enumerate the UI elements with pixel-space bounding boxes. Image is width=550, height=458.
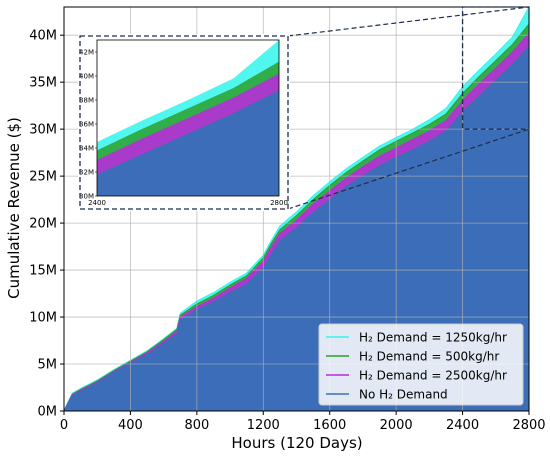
line-series-3 — [63, 46, 530, 412]
legend: H₂ Demand = 1250kg/hr H₂ Demand = 500kg/h… — [318, 323, 524, 406]
connector-line-top — [287, 6, 530, 37]
inset-y-tick-label: 38M — [79, 97, 94, 105]
inset-y-tick-label: 40M — [79, 73, 94, 81]
y-tick-label: 15M — [29, 264, 57, 279]
plot-areas — [63, 6, 530, 412]
inset-y-tick-label: 34M — [79, 145, 94, 153]
line-series-1 — [63, 23, 530, 412]
connector-line-bottom — [287, 128, 530, 210]
legend-box — [318, 323, 524, 406]
inset-y-tick-label: 42M — [79, 49, 94, 57]
legend-label-2: H₂ Demand = 2500kg/hr — [359, 369, 507, 383]
inset-chart: 30M 32M 34M 36M 38M 40M 42M 2400 2800 — [78, 34, 290, 211]
inset-axes-frame — [96, 39, 280, 197]
area-series-3 — [64, 46, 529, 412]
zoom-region — [287, 6, 530, 210]
x-tick-label: 1200 — [247, 418, 280, 433]
y-tick-labels: 0M 5M 10M 15M 20M 25M 30M 35M 40M — [29, 29, 57, 420]
y-tick-label: 10M — [29, 311, 57, 326]
y-tick-label: 5M — [38, 358, 58, 373]
y-tick-label: 20M — [29, 217, 57, 232]
x-tick-label: 2400 — [446, 418, 479, 433]
zoom-rectangle — [461, 6, 530, 130]
inset-dashed-border — [79, 35, 289, 210]
y-tick-label: 0M — [38, 405, 58, 420]
line-series-0 — [63, 6, 530, 412]
inset-area-series-3 — [97, 90, 279, 196]
y-axis-label: Cumulative Revenue ($) — [5, 117, 23, 299]
y-tick-label: 25M — [29, 170, 57, 185]
inset-areas — [97, 40, 279, 196]
x-axis-label: Hours (120 Days) — [231, 434, 362, 452]
x-tick-labels: 0 400 800 1200 1600 2000 2400 2800 — [60, 418, 546, 433]
legend-label-1: H₂ Demand = 500kg/hr — [359, 350, 499, 364]
x-tick-label: 1600 — [313, 418, 346, 433]
line-series-2 — [63, 32, 530, 412]
x-tick-label: 2000 — [380, 418, 413, 433]
x-tick-label: 2800 — [512, 418, 545, 433]
axes — [60, 6, 530, 415]
y-tick-label: 35M — [29, 76, 57, 91]
inset-x-tick-label: 2400 — [88, 199, 106, 207]
x-tick-label: 400 — [118, 418, 143, 433]
y-tick-label: 30M — [29, 123, 57, 138]
inset-y-tick-label: 36M — [79, 121, 94, 129]
x-tick-label: 800 — [184, 418, 209, 433]
legend-label-3: No H₂ Demand — [359, 388, 448, 402]
plot-frame — [63, 6, 530, 412]
x-tick-label: 0 — [60, 418, 68, 433]
inset-y-tick-label: 30M — [79, 193, 94, 201]
legend-label-0: H₂ Demand = 1250kg/hr — [359, 331, 507, 345]
inset-y-tick-label: 32M — [79, 169, 94, 177]
inset-x-tick-label: 2800 — [270, 199, 288, 207]
y-tick-label: 40M — [29, 29, 57, 44]
